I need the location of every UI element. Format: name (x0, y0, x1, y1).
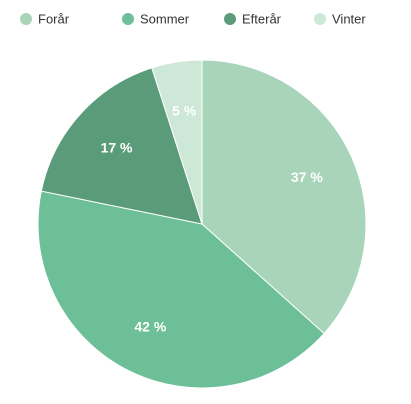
pie-slices (37, 59, 367, 389)
slice-labels: 37 % 42 % 17 % 5 % (101, 103, 324, 335)
legend-label-vinter: Vinter (332, 12, 366, 27)
slice-label-sommer: 42 % (134, 319, 166, 335)
slice-label-foraar: 37 % (291, 169, 323, 185)
pie-slice-vinter (151, 59, 203, 225)
legend-marker-efteraar (224, 13, 236, 25)
legend: Forår Sommer Efterår Vinter (20, 12, 366, 27)
pie-slice-efteraar (40, 67, 203, 225)
legend-label-sommer: Sommer (140, 12, 190, 27)
legend-label-efteraar: Efterår (242, 12, 282, 27)
legend-marker-vinter (314, 13, 326, 25)
legend-marker-foraar (20, 13, 32, 25)
slice-label-efteraar: 17 % (101, 139, 133, 155)
legend-marker-sommer (122, 13, 134, 25)
slice-label-vinter: 5 % (172, 103, 197, 119)
legend-label-foraar: Forår (38, 12, 70, 27)
pie-slice-sommer (37, 190, 325, 389)
pie-slice-foraar (201, 59, 367, 335)
